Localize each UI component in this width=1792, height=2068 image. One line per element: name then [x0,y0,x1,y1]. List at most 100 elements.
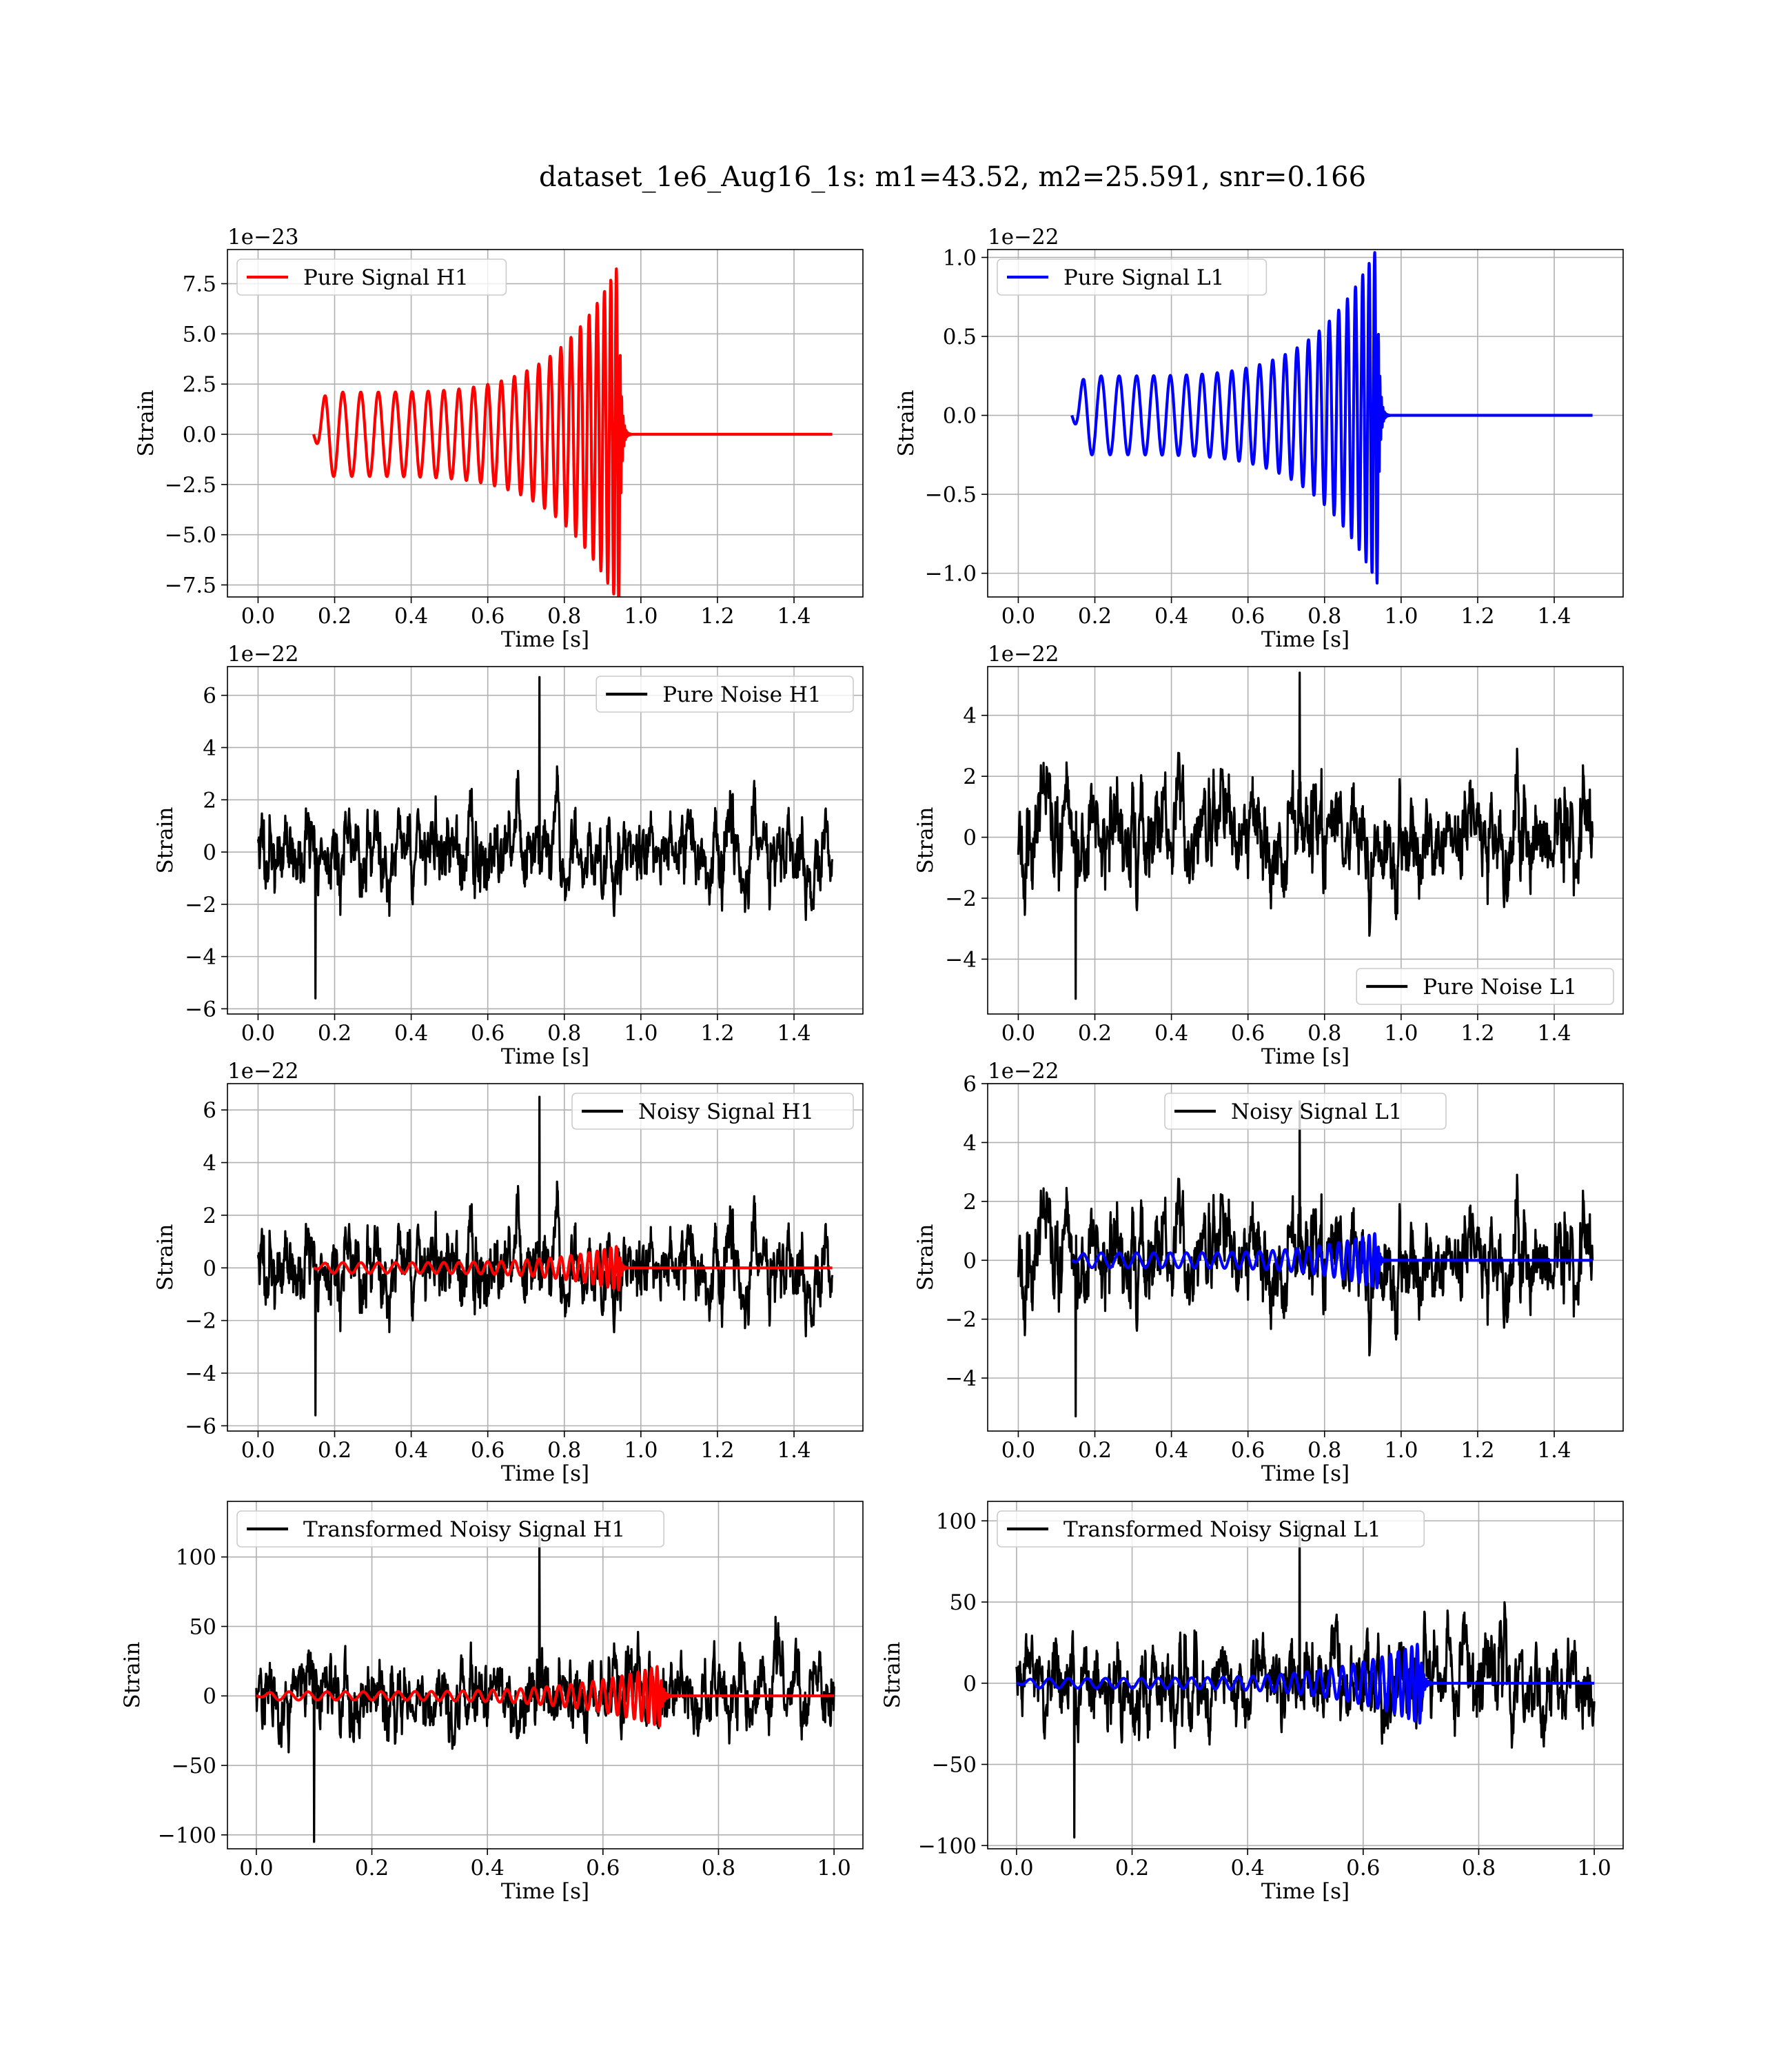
y-tick-label: −4 [185,1361,216,1386]
x-tick-label: 1.0 [624,1021,658,1046]
y-tick-label: −2 [185,1309,216,1334]
x-tick-label: 1.0 [1577,1856,1611,1881]
legend-frame [997,1510,1425,1548]
x-tick-label: 0.6 [471,1021,505,1046]
x-tick-label: 1.4 [777,1438,811,1463]
y-tick-label: 0.0 [943,404,977,429]
axes-frame [987,666,1624,1015]
x-tick-label: 0.2 [318,1438,352,1463]
y-tick-label: 0 [963,1248,977,1273]
y-tick-label: 4 [963,1131,977,1155]
x-tick-label: 1.4 [1537,604,1571,629]
x-tick-label: 1.2 [1460,1021,1494,1046]
axes-frame [227,666,864,1015]
y-tick-label: −6 [185,1414,216,1439]
x-tick-label: 0.2 [1078,604,1112,629]
x-axis-label: Time [s] [501,1044,589,1069]
x-tick-label: 0.6 [1231,1021,1265,1046]
x-tick-label: 1.2 [700,604,734,629]
subplot-transformed-noisy-signal-h1: 0.0 0.2 0.4 0.6 0.8 1.0 −100 −50 0 50 100 Time [s] S… [120,1501,864,1904]
x-tick-label: 0.8 [1307,1438,1341,1463]
legend: Pure Signal H1 [236,258,507,296]
subplot-noisy-signal-h1: 0.0 0.2 0.4 0.6 0.8 1.0 1.2 1.4 −6 −4 −2 0 2 4 6 Time [… [153,1059,864,1486]
legend-label: Transformed Noisy Signal H1 [303,1517,625,1542]
y-axis-label: Strain [153,1224,178,1291]
x-tick-label: 0.0 [999,1856,1033,1881]
y-axis-label: Strain [913,1224,938,1291]
x-tick-label: 0.8 [547,1021,581,1046]
legend: Pure Noise H1 [595,676,854,713]
x-tick-label: 1.0 [1384,604,1418,629]
x-tick-label: 0.6 [471,604,505,629]
y-tick-label: −6 [185,997,216,1022]
series-group [256,676,834,1000]
y-tick-label: −2.5 [165,473,216,498]
x-axis-label: Time [s] [501,1461,589,1486]
legend-frame [997,258,1267,296]
x-tick-label: 0.0 [1001,1021,1035,1046]
y-tick-label: 0.0 [183,423,216,447]
series-group [256,1095,834,1417]
x-tick-label: 0.4 [1154,604,1188,629]
y-offset-text: 1e−22 [227,1059,299,1084]
x-tick-label: 0.2 [355,1856,389,1881]
y-tick-label: 6 [203,684,216,709]
series-group [1070,251,1594,585]
series-line-overlay-1 [1015,1643,1596,1725]
y-tick-label: 0 [963,1672,977,1696]
y-tick-label: 7.5 [183,272,216,297]
x-axis-label: Time [s] [1261,1461,1350,1486]
x-tick-label: 0.6 [471,1438,505,1463]
series-group [255,1530,835,1843]
legend-label: Pure Signal L1 [1063,265,1224,290]
x-tick-label: 1.2 [700,1021,734,1046]
axes-frame [987,1501,1624,1849]
y-axis-label: Strain [120,1642,145,1709]
legend: Pure Noise L1 [1356,968,1614,1005]
y-tick-label: −50 [932,1753,977,1778]
y-tick-label: −100 [158,1823,216,1848]
x-tick-label: 0.0 [241,1438,275,1463]
legend: Pure Signal L1 [997,258,1267,296]
subplot-transformed-noisy-signal-l1: 0.0 0.2 0.4 0.6 0.8 1.0 −100 −50 0 50 100 Time [s] S… [880,1501,1624,1904]
series-group [1017,671,1594,1000]
legend: Noisy Signal H1 [571,1093,854,1130]
axes-frame [987,1083,1624,1432]
x-tick-label: 0.8 [702,1856,735,1881]
x-tick-label: 1.4 [777,604,811,629]
y-tick-label: 6 [203,1098,216,1123]
x-axis-label: Time [s] [501,627,589,652]
y-tick-label: −4 [185,945,216,970]
x-tick-label: 1.2 [1460,604,1494,629]
series-group [1017,1100,1594,1418]
series-line-overlay-1 [1070,1232,1594,1290]
y-tick-label: 2 [963,764,977,789]
x-tick-label: 1.2 [700,1438,734,1463]
series-line-pure-signal-h1 [312,267,834,597]
x-tick-label: 0.2 [1078,1438,1112,1463]
y-tick-label: −4 [945,947,977,972]
x-tick-label: 1.2 [1460,1438,1494,1463]
x-tick-label: 1.0 [624,1438,658,1463]
y-tick-label: −5.0 [165,523,216,548]
x-tick-label: 0.4 [394,1021,428,1046]
y-offset-text: 1e−22 [227,642,299,667]
legend-label: Noisy Signal H1 [638,1099,814,1124]
y-tick-label: 0 [203,1256,216,1281]
x-tick-label: 0.0 [1001,604,1035,629]
legend: Noisy Signal L1 [1164,1093,1447,1130]
x-tick-label: 0.6 [1231,1438,1265,1463]
legend-frame [1164,1093,1447,1130]
grid [988,250,1623,597]
legend-label: Pure Noise H1 [662,682,821,707]
legend-frame [1356,968,1614,1005]
x-axis-label: Time [s] [1261,627,1350,652]
y-tick-label: 100 [176,1545,216,1570]
figure-title: dataset_1e6_Aug16_1s: m1=43.52, m2=25.59… [539,161,1366,193]
y-tick-label: 50 [950,1590,977,1615]
y-tick-label: −50 [172,1754,216,1778]
y-tick-label: 0 [963,826,977,851]
x-tick-label: 0.2 [1115,1856,1149,1881]
y-tick-label: −100 [918,1834,977,1858]
